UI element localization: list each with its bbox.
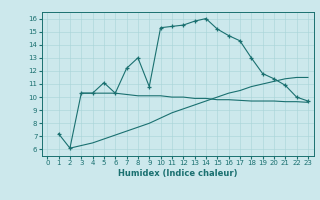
X-axis label: Humidex (Indice chaleur): Humidex (Indice chaleur): [118, 169, 237, 178]
